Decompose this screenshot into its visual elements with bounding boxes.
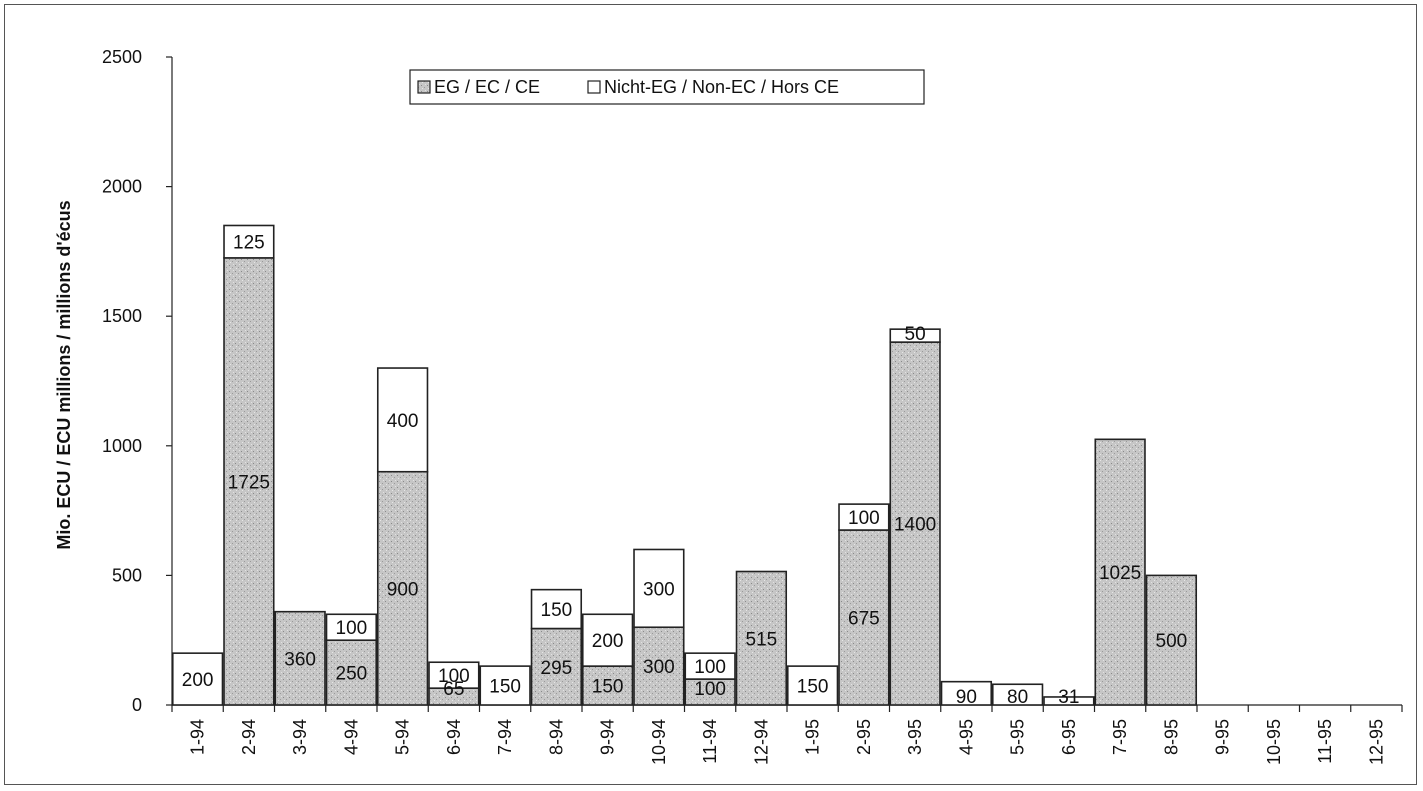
bar-ec: [376, 470, 429, 706]
bar-label-non-ec: 31: [1058, 687, 1079, 708]
bar-label-ec: 500: [1156, 631, 1188, 652]
x-tick-label: 4-94: [341, 719, 361, 755]
x-tick-label: 12-95: [1366, 719, 1386, 765]
x-axis: 1-94 2-94 3-94 4-94 5-94 6-94 7-94 8-94 9-94 10-9…: [171, 704, 1403, 765]
bar-ec: [633, 626, 685, 706]
x-tick-label: 7-95: [1110, 719, 1130, 755]
y-tick-label: 500: [112, 565, 142, 585]
bar-ec: [223, 257, 275, 706]
bar-ec: [1094, 438, 1146, 706]
bar-label-non-ec: 150: [541, 600, 573, 621]
bar-label-ec: 65: [443, 679, 464, 700]
bar-label-non-ec: 150: [489, 677, 521, 698]
y-axis: 0 500 1000 1500 2000 2500: [102, 47, 173, 715]
x-tick-label: 12-94: [751, 719, 771, 765]
x-tick-label: 2-95: [854, 719, 874, 755]
y-tick-label: 1000: [102, 436, 142, 456]
legend-label-ec: EG / EC / CE: [434, 77, 540, 97]
x-tick-label: 3-94: [290, 719, 310, 755]
legend: EG / EC / CE Nicht-EG / Non-EC / Hors CE: [409, 69, 925, 105]
x-tick-label: 5-94: [393, 719, 413, 755]
bar-label-non-ec: 100: [848, 508, 880, 529]
bar-ec: [274, 610, 326, 706]
bar-label-non-ec: 400: [387, 411, 419, 432]
bar-label-ec: 1025: [1099, 563, 1141, 584]
bar-label-ec: 250: [336, 664, 368, 685]
x-tick-label: 9-94: [598, 719, 618, 755]
x-tick-label: 4-95: [956, 719, 976, 755]
bar-non-ec: [171, 652, 224, 706]
x-tick-label: 3-95: [905, 719, 925, 755]
x-tick-label: 11-95: [1315, 719, 1335, 764]
bar-label-ec: 900: [387, 579, 419, 600]
bar-label-non-ec: 90: [956, 687, 977, 708]
x-tick-label: 1-94: [188, 719, 208, 755]
x-tick-label: 1-95: [803, 719, 823, 755]
bar-ec: [530, 627, 583, 706]
bar-label-non-ec: 100: [694, 657, 726, 678]
bar-label-ec: 675: [848, 609, 880, 630]
bar-non-ec: [1043, 696, 1095, 706]
bar-non-ec: [530, 588, 583, 630]
legend-swatch-non-ec: [587, 80, 601, 94]
bar-ec: [889, 341, 941, 706]
bar-label-ec: 1400: [894, 515, 936, 536]
bar-label-ec: 1725: [228, 472, 270, 493]
bar-non-ec: [325, 613, 378, 642]
bar-non-ec: [428, 661, 480, 689]
bar-label-non-ec: 50: [905, 324, 926, 345]
y-tick-label: 2500: [102, 47, 142, 67]
bar-label-non-ec: 100: [438, 666, 470, 687]
x-tick-label: 6-94: [444, 719, 464, 755]
bar-label-non-ec: 200: [592, 631, 624, 652]
x-tick-label: 5-95: [1008, 719, 1028, 755]
bar-non-ec: [786, 665, 839, 706]
bar-non-ec: [479, 665, 531, 706]
bar-ec: [581, 665, 634, 706]
bar-label-non-ec: 200: [182, 670, 214, 691]
bar-non-ec: [376, 367, 429, 473]
x-tick-label: 7-94: [495, 719, 515, 755]
x-tick-label: 6-95: [1059, 719, 1079, 755]
bar-label-non-ec: 80: [1007, 687, 1028, 708]
legend-swatch-ec: [417, 80, 431, 94]
x-tick-label: 9-95: [1213, 719, 1233, 755]
bar-label-ec: 295: [541, 658, 573, 679]
bar-non-ec: [838, 503, 890, 531]
bar-non-ec: [940, 680, 993, 706]
y-axis-label: Mio. ECU / ECU millions / millions d'écu…: [54, 200, 74, 549]
x-tick-label: 8-95: [1161, 719, 1181, 755]
x-tick-label: 10-95: [1264, 719, 1284, 765]
bar-label-ec: 515: [746, 629, 778, 650]
bar-non-ec: [889, 328, 941, 343]
bar-non-ec: [581, 613, 634, 667]
x-tick-label: 10-94: [649, 719, 669, 765]
bar-ec: [325, 639, 378, 706]
bar-label-ec: 150: [592, 677, 624, 698]
y-tick-label: 0: [132, 695, 142, 715]
y-tick-label: 2000: [102, 177, 142, 197]
bar-label-non-ec: 125: [233, 233, 265, 254]
bar-non-ec: [223, 224, 275, 259]
bar-label-ec: 300: [643, 657, 675, 678]
bar-ec: [1145, 574, 1198, 706]
legend-label-non-ec: Nicht-EG / Non-EC / Hors CE: [604, 77, 839, 97]
bar-label-ec: 360: [284, 649, 316, 670]
legend-box: [409, 69, 925, 105]
x-tick-label: 11-94: [700, 719, 720, 764]
bar-non-ec: [991, 683, 1044, 706]
x-tick-label: 8-94: [546, 719, 566, 755]
x-tick-label: 2-94: [239, 719, 259, 755]
bar-label-non-ec: 150: [797, 677, 829, 698]
bar-ec: [735, 570, 788, 706]
bar-label-non-ec: 300: [643, 579, 675, 600]
bar-label-non-ec: 100: [336, 618, 368, 639]
bar-non-ec: [633, 548, 685, 629]
bar-label-ec: 100: [694, 679, 726, 700]
y-tick-label: 1500: [102, 306, 142, 326]
bar-non-ec: [684, 652, 736, 680]
